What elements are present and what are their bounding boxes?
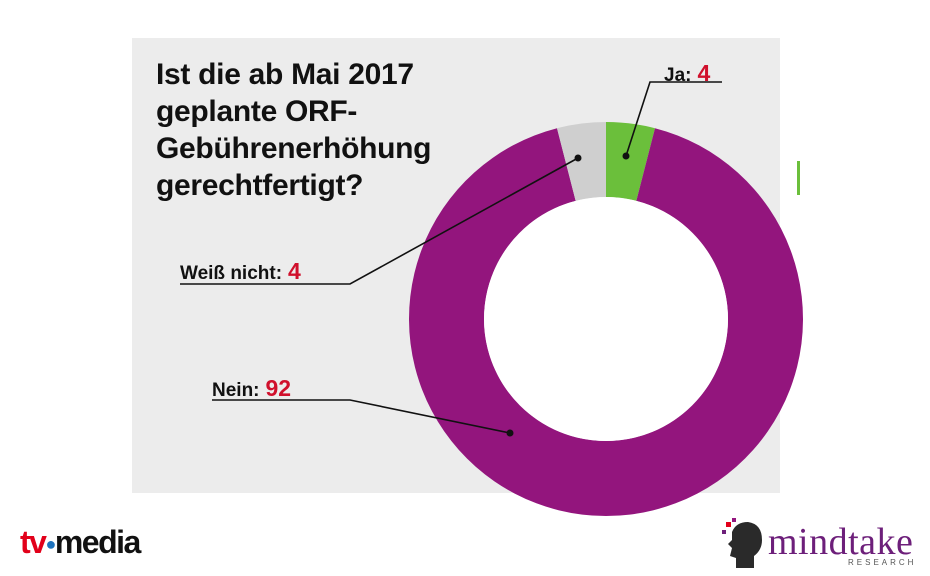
question-line: gerechtfertigt? <box>156 169 364 202</box>
label-ja: Ja: 4 <box>664 60 710 87</box>
leader-dot-ja <box>622 152 630 160</box>
mindtake-logo-sub: RESEARCH <box>848 558 917 567</box>
label-nein: Nein: 92 <box>212 375 291 402</box>
label-nein-text: Nein: <box>212 380 260 401</box>
mindtake-logo: mindtake RESEARCH <box>720 518 920 570</box>
leader-dot-nein <box>506 429 514 437</box>
label-weiss-text: Weiß nicht: <box>180 263 283 284</box>
label-weiss-value: 4 <box>288 258 301 284</box>
mindtake-logo-word: mindtake <box>768 521 914 563</box>
question-line: Ist die ab Mai 2017 <box>156 58 414 91</box>
donut-hole <box>484 197 728 441</box>
leader-line-weiss <box>180 157 579 285</box>
edge-accent-mark <box>797 161 800 195</box>
donut-slice-ja <box>606 122 655 201</box>
leader-dot-weiss <box>574 154 582 162</box>
tvmedia-logo-media: media <box>54 524 141 560</box>
question-line: Gebührenerhöhung <box>156 132 432 165</box>
donut-slice-nein <box>409 128 803 516</box>
globe-icon: ● <box>45 534 56 554</box>
leader-line-nein <box>212 399 511 434</box>
tvmedia-logo: tv●media <box>20 524 141 560</box>
label-weiss-nicht: Weiß nicht: 4 <box>180 258 301 285</box>
leader-line-ja <box>625 81 722 157</box>
tvmedia-logo-tv: tv <box>20 524 47 560</box>
donut-slice-weißnicht <box>557 122 606 201</box>
label-nein-value: 92 <box>265 375 292 401</box>
chart-question: Ist die ab Mai 2017 geplante ORF- Gebühr… <box>156 56 466 204</box>
label-ja-text: Ja: <box>664 65 692 86</box>
question-line: geplante ORF- <box>156 95 358 128</box>
head-profile-icon <box>722 518 762 568</box>
label-ja-value: 4 <box>697 60 711 86</box>
